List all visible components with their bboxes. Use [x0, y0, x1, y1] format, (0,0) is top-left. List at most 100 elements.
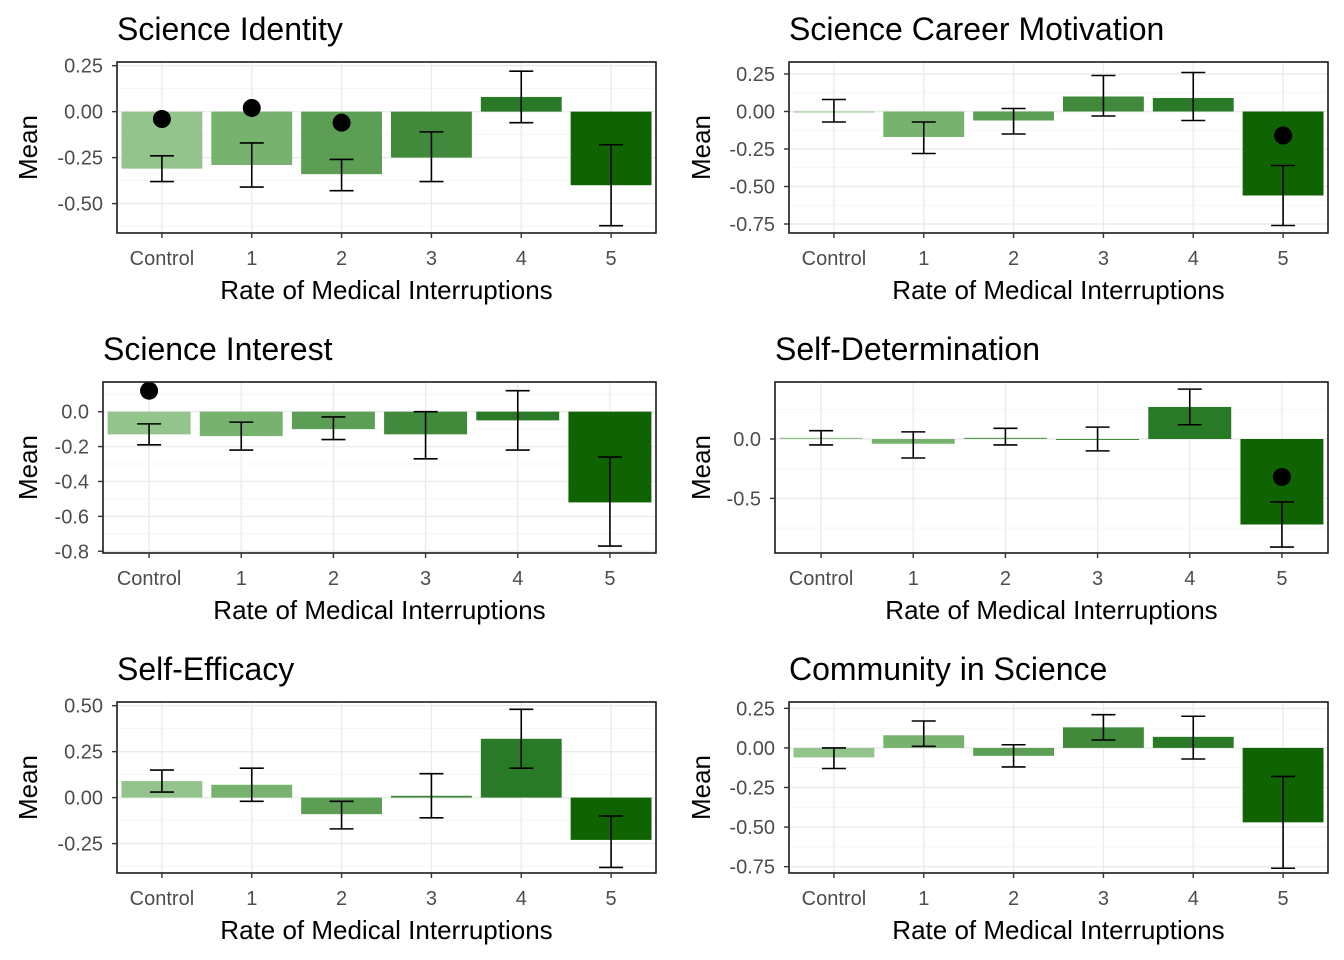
error-bar: [329, 158, 354, 192]
x-tick-label: 4: [516, 888, 527, 910]
x-tick-label: 1: [918, 888, 929, 910]
y-tick-label: 0.50: [64, 696, 103, 718]
x-tick-label: Control: [130, 248, 194, 270]
y-tick-label: 0.0: [61, 402, 89, 424]
chart-title: Self-Efficacy: [117, 651, 294, 687]
y-tick-label: -0.25: [57, 834, 103, 856]
error-bar: [229, 421, 254, 451]
chart-title: Self-Determination: [775, 331, 1040, 367]
y-axis-title: Mean: [13, 755, 43, 820]
y-tick-label: 0.25: [736, 64, 775, 86]
error-bar: [321, 416, 346, 441]
data-point: [1272, 468, 1291, 486]
error-bar: [821, 747, 846, 770]
x-tick-label: 5: [1278, 248, 1289, 270]
x-tick-label: 3: [426, 888, 437, 910]
x-tick-label: 3: [426, 248, 437, 270]
x-tick-label: 1: [918, 248, 929, 270]
error-bar: [1001, 107, 1026, 135]
x-tick-label: Control: [130, 888, 194, 910]
x-tick-label: 2: [336, 888, 347, 910]
bar: [107, 411, 191, 435]
error-bar: [1181, 71, 1206, 122]
x-tick-label: 2: [1008, 888, 1019, 910]
chart-panel: Science Career Motivation -0.75 -0.50 -0.25…: [686, 11, 1329, 305]
error-bar: [993, 427, 1018, 446]
error-bar: [137, 423, 162, 446]
x-tick-label: 4: [1188, 248, 1199, 270]
chart-panel: Self-Efficacy -0.25 0.00 0.25 0.50 Control 1 2 3…: [13, 651, 657, 945]
chart-panel: Self-Determination -0.5 0.0 Control 1 2 3 4 5 Rat…: [686, 331, 1329, 625]
x-axis-title: Rate of Medical Interruptions: [220, 915, 552, 945]
chart-panel: Community in Science -0.75 -0.50 -0.25 0.00 0…: [686, 651, 1329, 945]
x-axis-title: Rate of Medical Interruptions: [892, 275, 1224, 305]
error-bar: [239, 142, 264, 188]
error-bar: [1085, 426, 1110, 452]
data-point: [332, 113, 351, 132]
x-tick-label: 2: [328, 568, 339, 590]
y-tick-label: -0.75: [729, 857, 775, 879]
x-tick-label: 3: [420, 568, 431, 590]
chart-title: Science Career Motivation: [789, 11, 1164, 47]
error-bar: [901, 431, 926, 459]
error-bar: [1177, 388, 1202, 426]
x-axis-title: Rate of Medical Interruptions: [885, 595, 1217, 625]
panel-border: [774, 381, 1329, 554]
chart-panel: Science Identity -0.50 -0.25 0.00 0.25 Contro…: [13, 11, 657, 305]
x-tick-label: 4: [1188, 888, 1199, 910]
error-bar: [505, 389, 530, 451]
y-axis-title: Mean: [686, 755, 716, 820]
y-tick-label: 0.00: [64, 788, 103, 810]
data-point: [140, 381, 159, 400]
y-tick-label: -0.5: [727, 488, 761, 510]
x-tick-label: 5: [606, 888, 617, 910]
error-bar: [821, 98, 846, 123]
data-point: [152, 110, 171, 128]
error-bar: [911, 720, 936, 748]
error-bar: [809, 429, 834, 446]
x-tick-label: 4: [512, 568, 523, 590]
y-tick-label: -0.6: [55, 506, 89, 528]
y-tick-label: -0.4: [55, 471, 89, 493]
panel-border: [116, 701, 657, 874]
chart-panel: Science Interest -0.8 -0.6 -0.4 -0.2 0.0 Contr…: [13, 331, 657, 625]
data-point: [1274, 126, 1293, 145]
y-tick-label: 0.25: [64, 742, 103, 764]
chart-title: Science Identity: [117, 11, 343, 47]
y-tick-label: -0.2: [55, 437, 89, 459]
x-tick-label: 3: [1098, 888, 1109, 910]
x-tick-label: 3: [1092, 568, 1103, 590]
error-bar: [419, 772, 444, 819]
x-tick-label: 5: [604, 568, 615, 590]
error-bar: [1181, 715, 1206, 760]
error-bar: [329, 800, 354, 830]
error-bar: [1091, 74, 1116, 117]
error-bar: [1271, 164, 1296, 227]
chart-title: Science Interest: [103, 331, 333, 367]
y-tick-label: -0.25: [729, 139, 775, 161]
error-bar: [1091, 713, 1116, 741]
y-tick-label: 0.25: [736, 698, 775, 720]
panel-border: [788, 61, 1329, 234]
y-tick-label: -0.75: [729, 214, 775, 236]
error-bar: [1001, 743, 1026, 768]
y-tick-label: 0.00: [64, 102, 103, 124]
x-tick-label: 4: [516, 248, 527, 270]
y-axis-title: Mean: [686, 435, 716, 500]
x-tick-label: 1: [908, 568, 919, 590]
error-bar: [239, 767, 264, 803]
x-tick-label: 2: [1000, 568, 1011, 590]
y-axis-title: Mean: [13, 435, 43, 500]
x-tick-label: 2: [336, 248, 347, 270]
error-bar: [419, 131, 444, 183]
error-bar: [149, 154, 174, 183]
y-axis-title: Mean: [13, 115, 43, 180]
x-axis-title: Rate of Medical Interruptions: [892, 915, 1224, 945]
error-bar: [149, 769, 174, 793]
data-point: [242, 98, 261, 117]
error-bar: [597, 456, 622, 547]
error-bar: [599, 143, 624, 227]
error-bar: [509, 70, 534, 124]
error-bar: [1271, 775, 1296, 870]
